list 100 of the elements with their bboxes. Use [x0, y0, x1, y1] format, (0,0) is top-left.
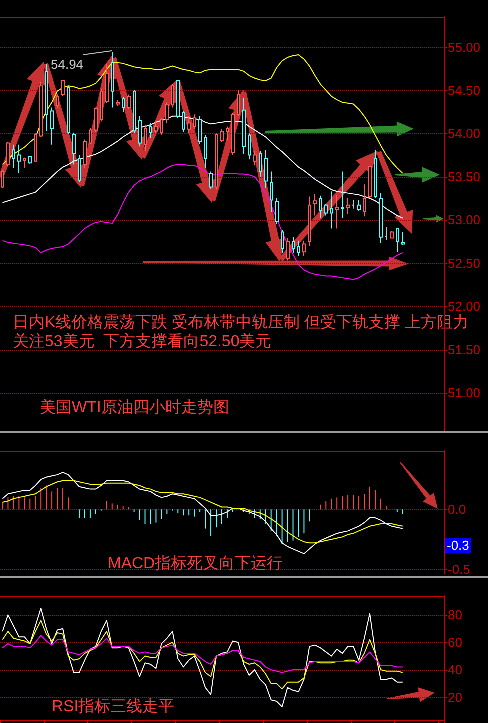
candlestick	[78, 154, 81, 183]
candlestick	[133, 90, 136, 134]
candlestick	[182, 110, 185, 132]
candlestick	[401, 232, 405, 246]
candlestick	[324, 204, 328, 216]
candlestick	[23, 157, 26, 169]
candlestick	[352, 200, 355, 210]
candlestick	[379, 192, 383, 244]
line-series	[2, 54, 404, 174]
candlestick	[281, 230, 284, 254]
candlestick	[220, 128, 224, 143]
y-tick-label: 52.50	[448, 256, 481, 271]
candlestick	[346, 198, 350, 215]
candlestick	[396, 228, 399, 253]
annotation: 关注53美元 下方支撑看向52.50美元	[13, 332, 272, 350]
candlestick	[45, 64, 48, 132]
candlestick	[127, 94, 131, 110]
candlestick	[154, 121, 158, 134]
candlestick	[176, 80, 180, 119]
candlestick	[302, 240, 306, 257]
candlestick	[357, 200, 361, 212]
annotation: MACD指标死叉向下运行	[108, 554, 284, 572]
y-tick-label: 55.00	[448, 40, 481, 55]
candlestick	[308, 196, 311, 247]
line-series	[2, 164, 404, 280]
candlestick	[72, 132, 76, 166]
candlestick	[149, 122, 152, 138]
y-tick-label: 51.50	[448, 342, 481, 358]
candlestick	[165, 102, 169, 124]
candlestick	[231, 112, 235, 156]
candlestick	[187, 116, 191, 134]
y-tick-label: 54.00	[448, 126, 481, 142]
candlestick	[94, 107, 98, 132]
candlestick	[237, 90, 240, 117]
candlestick	[374, 150, 377, 200]
candlestick	[242, 98, 246, 155]
candlestick	[390, 230, 394, 239]
candlestick	[144, 124, 147, 152]
candlestick	[105, 64, 109, 104]
candlestick	[34, 133, 37, 163]
candlestick	[286, 238, 290, 262]
candlestick	[116, 99, 120, 107]
candlestick	[264, 150, 268, 189]
candlestick	[111, 52, 114, 108]
candlestick	[363, 184, 366, 218]
candlestick	[209, 171, 213, 190]
candlestick	[83, 139, 87, 169]
candlestick	[226, 126, 229, 142]
candlestick	[330, 191, 333, 230]
candlestick	[313, 194, 317, 216]
candlestick	[39, 81, 43, 138]
candlestick	[28, 156, 32, 164]
y-tick-label: 52.00	[448, 299, 481, 314]
candlestick	[248, 133, 251, 160]
candlestick	[204, 134, 207, 169]
annotation: 美国WTI原油四小时走势图	[40, 398, 230, 416]
candlestick	[297, 240, 300, 257]
candlestick	[138, 116, 142, 148]
line-series	[2, 620, 404, 690]
candlestick	[50, 107, 54, 146]
candlestick	[100, 88, 103, 122]
line-series	[2, 116, 404, 219]
annotation: RSI指标三线走平	[52, 698, 175, 716]
candlestick	[6, 142, 10, 168]
candlestick	[160, 118, 163, 136]
candlestick	[12, 144, 15, 169]
line-series	[2, 480, 404, 544]
line-series	[2, 472, 404, 554]
y-tick-label: 51.00	[448, 385, 481, 400]
candlestick	[275, 198, 279, 225]
y-tick-label: 20	[448, 690, 462, 705]
candlestick	[89, 128, 92, 145]
candlestick	[259, 150, 262, 178]
y-tick-label: 40	[448, 662, 462, 678]
y-tick-label: 53.00	[448, 212, 481, 228]
y-tick-label: 0.0	[448, 502, 466, 518]
candlestick	[341, 171, 344, 219]
candlestick	[319, 195, 322, 219]
candlestick	[61, 80, 65, 98]
candlestick	[292, 236, 295, 254]
y-tick-label: 60	[448, 635, 462, 650]
candlestick	[67, 86, 70, 136]
candlestick	[193, 114, 196, 130]
annotation: 54.94	[51, 57, 84, 72]
candlestick	[215, 133, 218, 190]
candlestick	[368, 166, 372, 200]
candlestick	[198, 116, 202, 145]
y-tick-label: -0.5	[448, 562, 470, 577]
line-series	[2, 635, 404, 674]
candlestick	[253, 150, 257, 166]
candlestick	[385, 226, 388, 240]
candlestick	[122, 96, 125, 113]
candlestick	[171, 84, 174, 108]
candlestick	[270, 171, 273, 213]
annotation: -0.3	[445, 538, 472, 554]
y-tick-label: 53.50	[448, 169, 481, 184]
candlestick	[56, 94, 59, 110]
candlestick	[17, 144, 21, 174]
y-tick-label: 54.50	[448, 82, 481, 98]
y-tick-label: 80	[448, 608, 462, 623]
